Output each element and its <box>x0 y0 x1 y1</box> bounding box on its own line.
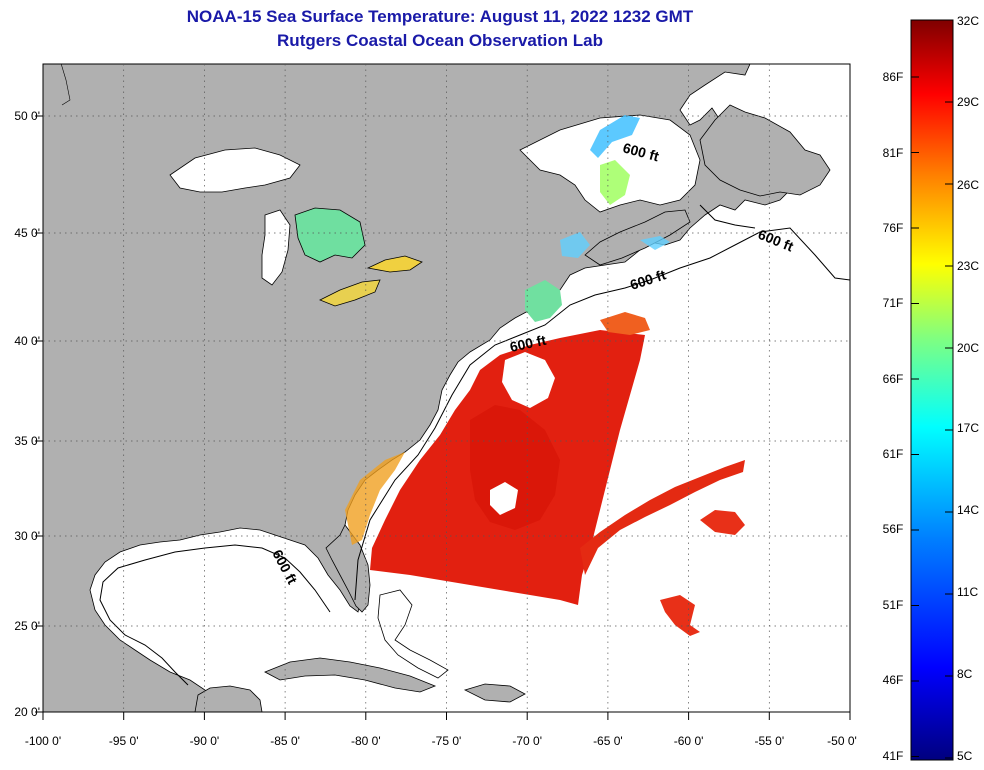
lake-erie <box>319 279 381 307</box>
lon-label: -65 0' <box>593 734 623 748</box>
sst-st-lawrence-2 <box>600 160 630 205</box>
lon-label: -55 0' <box>754 734 784 748</box>
lon-label: -70 0' <box>512 734 542 748</box>
colorbar-fahrenheit-label: 41F <box>883 749 904 763</box>
lon-label: -50 0' <box>827 734 857 748</box>
cuba-land <box>264 657 437 693</box>
graticule <box>43 64 850 712</box>
lat-label: 40 0' <box>14 334 40 348</box>
contour-600ft-atlantic <box>354 227 850 601</box>
lake-superior <box>169 147 301 193</box>
colorbar-celsius-label: 23C <box>957 259 979 273</box>
lat-label: 50 0' <box>14 109 40 123</box>
lon-label: -90 0' <box>190 734 220 748</box>
contour-600ft-labrador <box>699 204 756 229</box>
colorbar-celsius-label: 20C <box>957 341 979 355</box>
colorbar-ticks <box>911 19 953 759</box>
florida-peninsula <box>325 524 371 613</box>
colorbar-fahrenheit-label: 46F <box>883 673 904 687</box>
colorbar-fahrenheit-label: 76F <box>883 221 904 235</box>
colorbar-fahrenheit-label: 61F <box>883 447 904 461</box>
colorbar-celsius-label: 5C <box>957 749 973 763</box>
colorbar-celsius-label: 8C <box>957 667 973 681</box>
colorbar-celsius-labels: 32C 29C 26C 23C 20C 17C 14C 11C 8C 5C <box>957 14 979 763</box>
sst-st-lawrence <box>590 115 640 158</box>
lon-label: -85 0' <box>270 734 300 748</box>
sst-coastal-band <box>345 452 405 545</box>
lat-label: 30 0' <box>14 529 40 543</box>
longitude-labels: -100 0' -95 0' -90 0' -85 0' -80 0' -75 … <box>25 734 857 748</box>
colorbar <box>910 19 954 761</box>
lat-label: 45 0' <box>14 226 40 240</box>
colorbar-fahrenheit-label: 56F <box>883 522 904 536</box>
sst-swath-tail <box>580 460 745 575</box>
lon-label: -75 0' <box>432 734 462 748</box>
colorbar-fahrenheit-label: 81F <box>883 146 904 160</box>
lake-michigan <box>261 209 291 286</box>
yucatan-land <box>194 685 263 712</box>
contour-label-600ft: 600 ft <box>508 332 547 355</box>
colorbar-celsius-label: 29C <box>957 95 979 109</box>
map-subtitle: Rutgers Coastal Ocean Observation Lab <box>277 31 603 50</box>
colorbar-fahrenheit-label: 51F <box>883 598 904 612</box>
lake-huron <box>294 207 366 263</box>
sst-north-patches <box>600 312 650 335</box>
newfoundland-land <box>699 104 831 197</box>
lon-label: -80 0' <box>351 734 381 748</box>
colorbar-celsius-label: 14C <box>957 503 979 517</box>
colorbar-fahrenheit-label: 71F <box>883 296 904 310</box>
colorbar-celsius-label: 26C <box>957 178 979 192</box>
hispaniola-land <box>463 683 526 703</box>
colorbar-fahrenheit-labels: 86F 81F 76F 71F 66F 61F 56F 51F 46F 41F <box>883 70 904 763</box>
colorbar-celsius-label: 11C <box>957 585 978 599</box>
lon-label: -95 0' <box>109 734 139 748</box>
map-title: NOAA-15 Sea Surface Temperature: August … <box>186 7 694 26</box>
colorbar-fahrenheit-label: 66F <box>883 372 904 386</box>
lat-label: 20 0' <box>14 705 40 719</box>
latitude-labels: 50 0' 45 0' 40 0' 35 0' 30 0' 25 0' 20 0… <box>14 109 40 719</box>
colorbar-celsius-label: 17C <box>957 421 979 435</box>
axis-ticks <box>35 115 851 720</box>
lat-label: 35 0' <box>14 434 40 448</box>
contour-600ft-gulf <box>99 544 331 686</box>
cloud-gap <box>502 352 555 408</box>
lake-ontario <box>366 255 423 273</box>
cloud-gap-2 <box>490 482 518 515</box>
sst-offshore-patches <box>660 510 745 636</box>
lon-label: -60 0' <box>674 734 704 748</box>
sst-gulf-maine <box>525 280 562 322</box>
sst-nova-scotia-coast <box>560 232 670 258</box>
colorbar-celsius-label: 32C <box>957 14 979 28</box>
lon-label: -100 0' <box>25 734 61 748</box>
bahamas-banks <box>377 589 449 679</box>
nova-scotia-land <box>584 209 691 266</box>
colorbar-fahrenheit-label: 86F <box>883 70 904 84</box>
lake-winnipeg-outline <box>60 64 71 106</box>
lat-label: 25 0' <box>14 619 40 633</box>
